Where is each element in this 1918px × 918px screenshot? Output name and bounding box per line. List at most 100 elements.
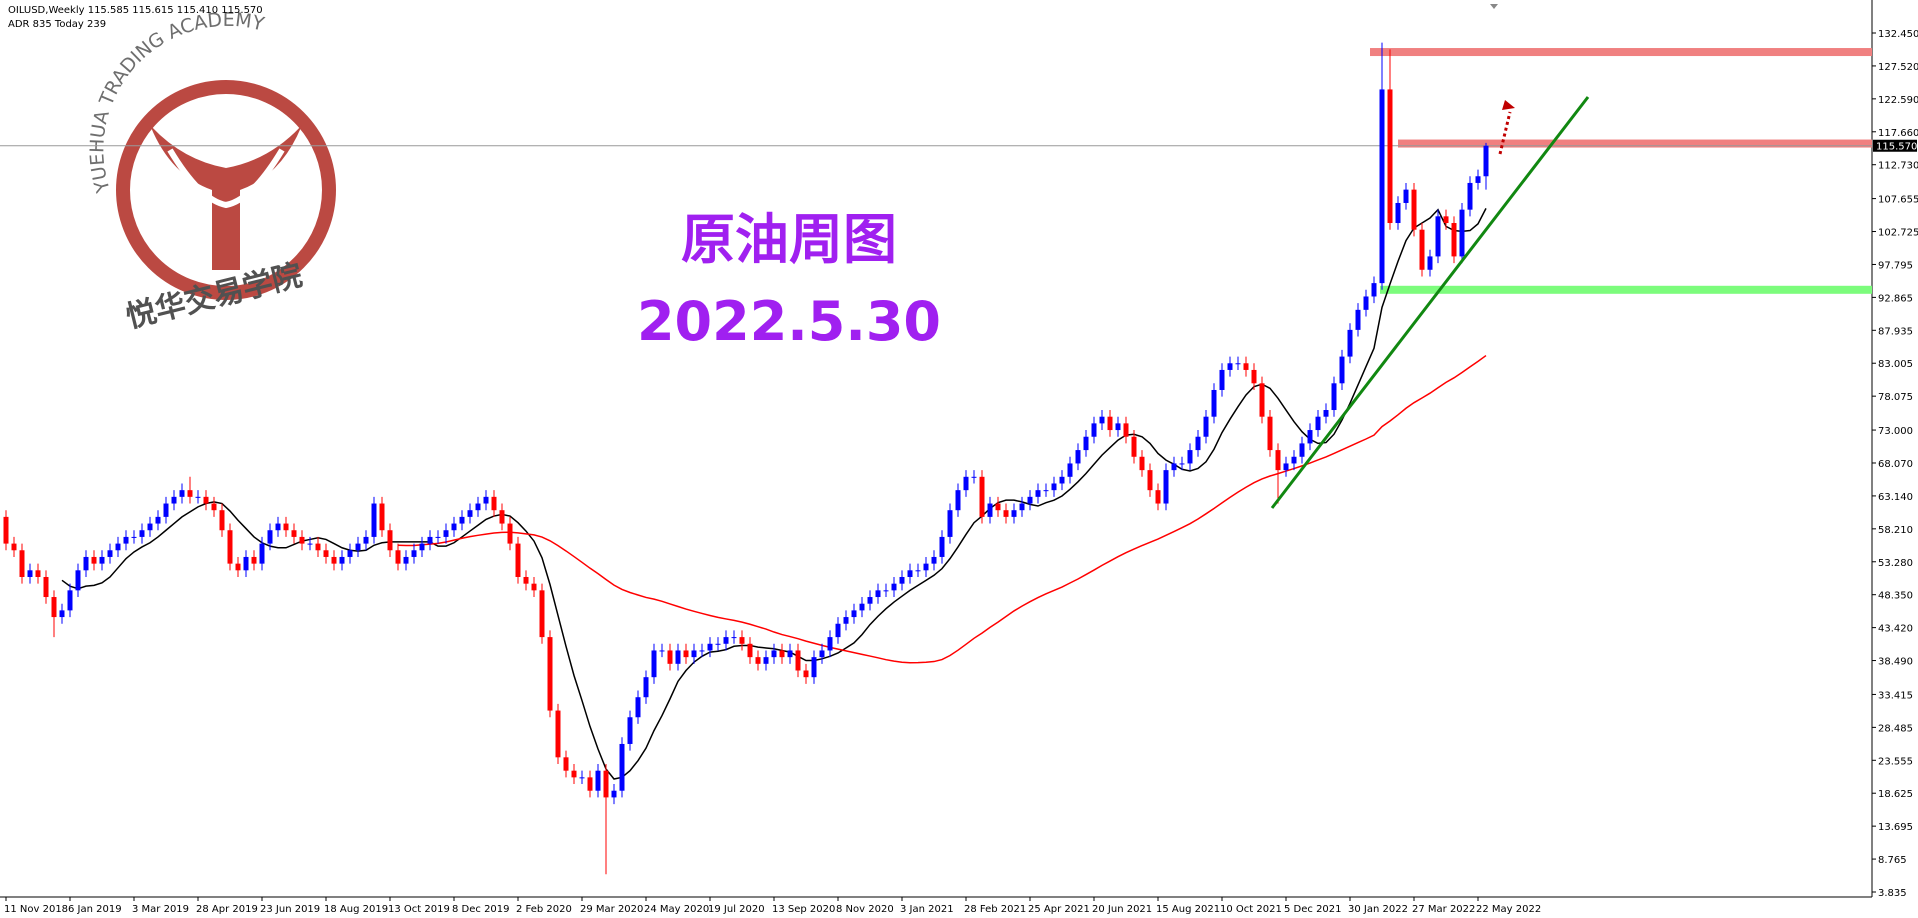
candle-body <box>259 543 265 564</box>
candle-body <box>1459 209 1465 257</box>
candle-body <box>1331 383 1337 411</box>
candle-body <box>1035 490 1041 497</box>
candle-body <box>771 650 777 658</box>
candle-body <box>435 536 441 538</box>
candle-body <box>243 556 249 571</box>
candle-body <box>59 610 65 618</box>
candle-body <box>1147 470 1153 491</box>
candle-body <box>1315 416 1321 431</box>
candle-body <box>267 530 273 544</box>
x-tick-label: 22 May 2022 <box>1476 904 1541 915</box>
candle-body <box>171 496 177 504</box>
x-tick-label: 19 Jul 2020 <box>708 904 765 915</box>
candle-body <box>1131 436 1137 457</box>
candle-body <box>315 543 321 551</box>
candle-body <box>523 576 529 584</box>
candle-body <box>1419 229 1425 270</box>
candle-body <box>19 550 25 577</box>
y-tick-label: 48.350 <box>1878 591 1913 602</box>
candle-body <box>1019 503 1025 511</box>
candle-body <box>907 570 913 577</box>
x-tick-label: 3 Jan 2021 <box>900 904 954 915</box>
candle-body <box>707 643 713 651</box>
y-tick-label: 23.555 <box>1878 756 1913 767</box>
candle-body <box>1155 490 1161 504</box>
candle-body <box>203 496 209 504</box>
candle-body <box>443 530 449 537</box>
price-level <box>1380 285 1872 294</box>
candle-body <box>179 490 185 497</box>
candle-body <box>1107 416 1113 431</box>
candle-body <box>1235 363 1241 365</box>
frame <box>0 0 1873 898</box>
y-tick-label: 13.695 <box>1878 822 1913 833</box>
candle-body <box>1251 369 1257 384</box>
y-tick-label: 3.835 <box>1878 888 1907 899</box>
candle-body <box>363 536 369 544</box>
candle-body <box>555 710 561 758</box>
candle-body <box>1307 430 1313 444</box>
candle-body <box>67 590 73 611</box>
candle-body <box>835 623 841 638</box>
candle-body <box>1123 423 1129 437</box>
x-tick-label: 30 Jan 2022 <box>1348 904 1408 915</box>
candle-body <box>659 650 665 652</box>
candle-body <box>3 516 9 544</box>
candle-body <box>131 536 137 538</box>
candle-body <box>643 677 649 698</box>
candle-body <box>1379 89 1385 284</box>
x-tick-label: 27 Mar 2022 <box>1412 904 1475 915</box>
candle-body <box>83 556 89 571</box>
candle-body <box>323 550 329 557</box>
candle-body <box>1387 89 1393 224</box>
candle-body <box>1339 356 1345 384</box>
candle-body <box>1051 483 1057 491</box>
candle-body <box>331 556 337 564</box>
candle-body <box>107 550 113 557</box>
symbol-info: OILUSD,Weekly 115.585 115.615 115.410 11… <box>8 5 263 16</box>
candle-body <box>739 637 745 644</box>
candle-body <box>955 490 961 511</box>
moving-average <box>397 354 1487 664</box>
y-tick-label: 28.485 <box>1878 723 1913 734</box>
candle-body <box>587 777 593 791</box>
x-tick-label: 2 Feb 2020 <box>516 904 572 915</box>
candle-body <box>459 516 465 524</box>
candle-body <box>43 576 49 598</box>
candle-body <box>307 543 313 545</box>
candle-body <box>139 530 145 537</box>
candle-body <box>571 770 577 778</box>
y-tick-label: 38.490 <box>1878 657 1913 668</box>
candle-body <box>251 556 257 564</box>
y-tick-label: 107.655 <box>1878 195 1918 206</box>
candle-body <box>339 556 345 564</box>
trend-line <box>1270 96 1590 509</box>
price-level <box>1398 139 1872 148</box>
candle-body <box>803 670 809 678</box>
candle-body <box>787 650 793 658</box>
candle-body <box>715 643 721 645</box>
price-level <box>1370 48 1872 57</box>
x-tick-label: 13 Oct 2019 <box>388 904 450 915</box>
scroll-marker <box>1490 4 1498 9</box>
y-tick-label: 63.140 <box>1878 492 1913 503</box>
candle-body <box>1411 189 1417 230</box>
candle-body <box>507 523 513 544</box>
logo-mark-inner <box>167 148 285 209</box>
candle-body <box>1171 463 1177 471</box>
candle-body <box>915 570 921 572</box>
candle-body <box>1179 463 1185 465</box>
candle-body <box>1259 383 1265 417</box>
candle-body <box>883 590 889 592</box>
candle-body <box>763 657 769 664</box>
candle-body <box>1467 182 1473 210</box>
y-tick-label: 53.280 <box>1878 558 1913 569</box>
candle-body <box>1443 216 1449 224</box>
candle-body <box>411 550 417 557</box>
logo-mark <box>150 125 302 270</box>
candle-body <box>1099 416 1105 424</box>
candle-body <box>1075 450 1081 464</box>
candle-body <box>731 637 737 639</box>
candle-body <box>283 523 289 531</box>
